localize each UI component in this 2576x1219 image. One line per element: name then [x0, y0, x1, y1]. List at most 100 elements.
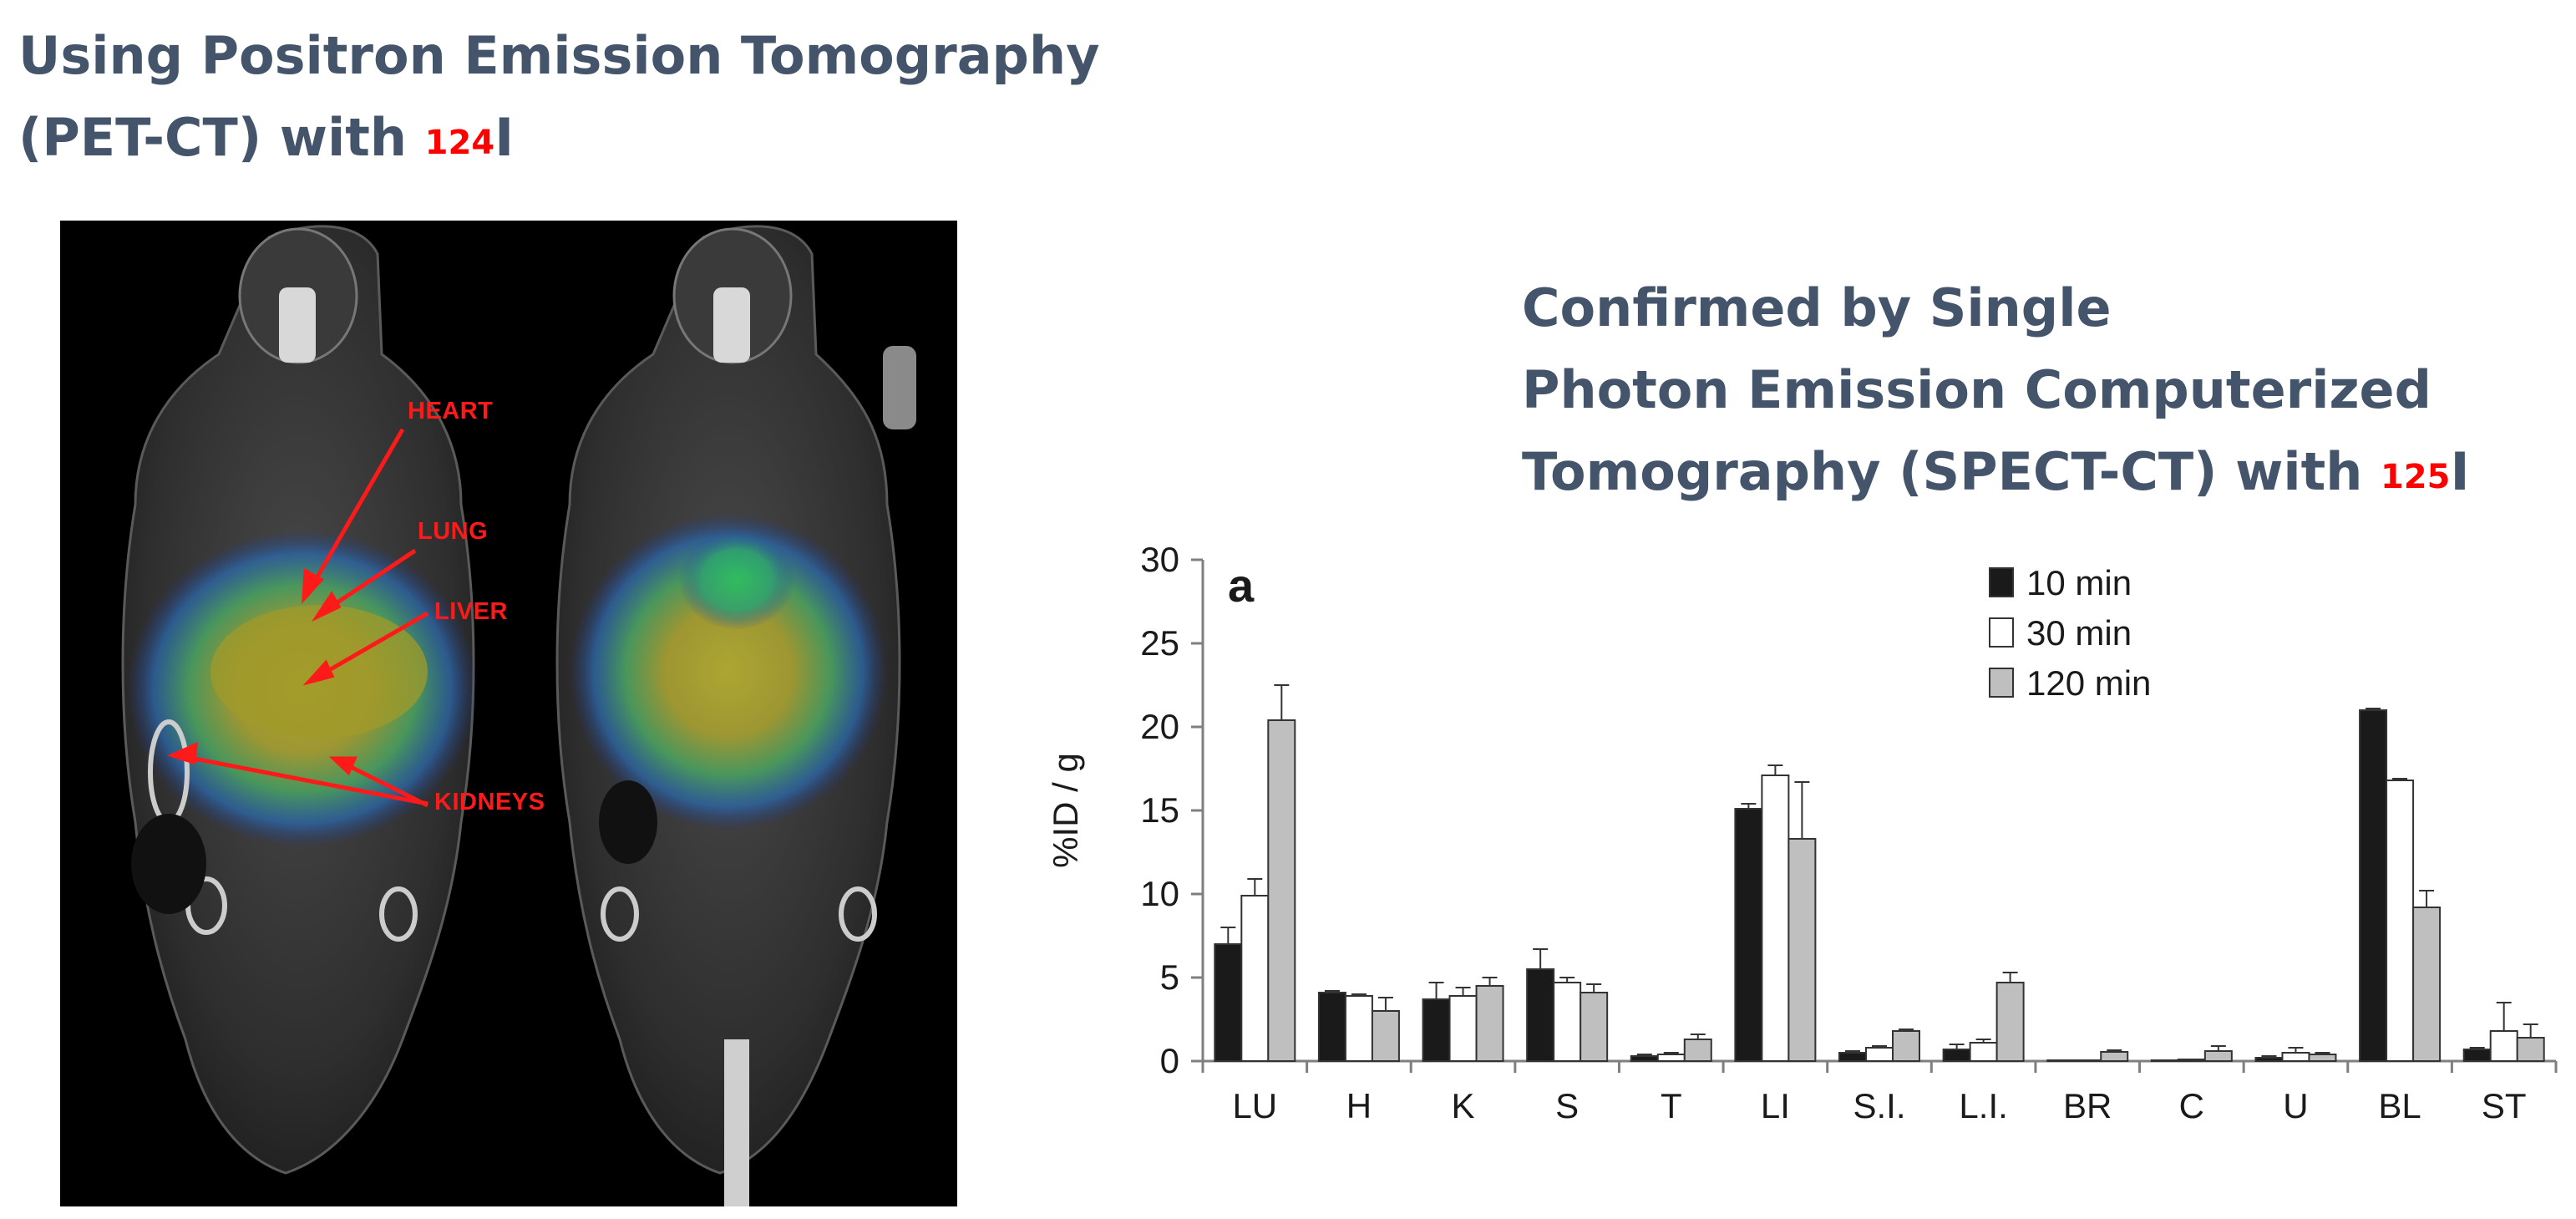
title-right-line2: Photon Emission Computerized [1522, 359, 2431, 420]
x-tick-label-LU: LU [1232, 1086, 1277, 1125]
bar-T-120min [1683, 1039, 1712, 1062]
y-tick-label-30: 30 [1140, 540, 1179, 579]
arrow-kidney-2 [342, 761, 429, 808]
bar-K-120min [1475, 985, 1504, 1062]
y-axis-label: %ID / g [1046, 753, 1085, 868]
bar-LI-120min [1787, 838, 1817, 1062]
bar-U-30min [2281, 1052, 2310, 1062]
mouse-left-bone-2 [379, 886, 418, 942]
bar-K-30min [1448, 995, 1478, 1062]
arrow-kidney-1 [185, 754, 428, 806]
legend-label-30min: 30 min [2026, 613, 2132, 653]
page-title-right: Confirmed by Single Photon Emission Comp… [1522, 267, 2470, 513]
panel-label: a [1228, 559, 1255, 612]
bar-BR-120min [2100, 1051, 2129, 1062]
x-tick-label-LI: LI [1761, 1086, 1790, 1125]
bar-BR-30min [2073, 1059, 2102, 1062]
label-lung: LUNG [418, 518, 489, 545]
bar-BR-10min [2046, 1059, 2076, 1062]
mouse-right-uptake-torso [570, 513, 887, 830]
label-liver: LIVER [434, 598, 508, 625]
arrow-kidney-2-head [328, 756, 357, 776]
page-title-left: Using Positron Emission Tomography (PET-… [18, 15, 1100, 179]
title-left-line2-text: (PET-CT) with [18, 107, 425, 168]
bar-T-30min [1656, 1054, 1686, 1062]
bar-LU-10min [1214, 943, 1243, 1062]
bar-C-10min [2150, 1059, 2179, 1062]
isotope-mass-125: 125 [2380, 458, 2451, 496]
isotope-mass-124: 124 [424, 124, 495, 162]
bar-LU-30min [1240, 895, 1270, 1062]
bar-ST-30min [2489, 1030, 2518, 1062]
title-right-line3: Tomography (SPECT-CT) with 125I [1522, 431, 2470, 513]
mouse-right-tail-bone [724, 1039, 749, 1206]
y-tick-label-15: 15 [1140, 790, 1179, 830]
y-tick-label-25: 25 [1140, 623, 1179, 663]
title-right-line1: Confirmed by Single [1522, 277, 2112, 338]
arrow-lung [326, 548, 417, 612]
x-tick-label-K: K [1452, 1086, 1475, 1125]
x-tick-label-T: T [1661, 1086, 1682, 1125]
label-kidneys: KIDNEYS [434, 789, 545, 815]
bar-L.I.-120min [1995, 982, 2025, 1062]
x-tick-label-U: U [2283, 1086, 2308, 1125]
mouse-right-dark-pocket [599, 780, 657, 864]
bar-H-120min [1371, 1010, 1400, 1062]
title-left-line1: Using Positron Emission Tomography [18, 25, 1100, 86]
arrow-heart [308, 428, 405, 590]
legend-label-120min: 120 min [2026, 663, 2151, 703]
bar-H-10min [1317, 992, 1346, 1062]
x-tick-label-C: C [2179, 1086, 2204, 1125]
bar-T-10min [1630, 1055, 1659, 1062]
x-tick-label-L.I.: L.I. [1959, 1086, 2007, 1125]
mouse-right-spine-bone [713, 287, 750, 363]
arrow-liver-head [302, 659, 335, 686]
bar-ST-10min [2462, 1049, 2492, 1062]
bar-S-30min [1553, 982, 1582, 1062]
bar-ST-120min [2516, 1037, 2545, 1062]
x-tick-label-BR: BR [2063, 1086, 2112, 1125]
bar-S.I.-10min [1838, 1052, 1867, 1062]
bar-S-10min [1526, 968, 1555, 1062]
mouse-right-uptake-heart [678, 530, 795, 630]
bar-S-120min [1580, 992, 1609, 1062]
bar-L.I.-30min [1969, 1042, 1998, 1062]
arrow-lung-head [312, 591, 342, 622]
title-right-line3-text: Tomography (SPECT-CT) with [1522, 441, 2381, 502]
bar-H-30min [1344, 995, 1373, 1062]
arrow-heart-head [302, 567, 324, 604]
bar-L.I.-10min [1942, 1049, 1971, 1062]
bar-S.I.-120min [1892, 1030, 1920, 1062]
pet-ct-scan-illustration [121, 225, 916, 1206]
title-left-line2: (PET-CT) with 124I [18, 97, 1100, 179]
bar-C-30min [2177, 1059, 2206, 1062]
bar-BL-120min [2412, 907, 2442, 1062]
mouse-left-spine-bone [279, 287, 316, 363]
isotope-symbol-right: I [2450, 441, 2470, 502]
x-tick-label-S.I.: S.I. [1853, 1086, 1905, 1125]
bar-LU-120min [1267, 719, 1296, 1062]
mouse-right-bone-1 [839, 886, 877, 942]
bar-C-120min [2203, 1050, 2233, 1062]
bar-U-10min [2254, 1057, 2284, 1062]
annotation-arrows [166, 428, 429, 808]
bar-BL-30min [2386, 780, 2415, 1062]
mouse-right-paw [883, 346, 916, 429]
bar-LI-10min [1734, 808, 1763, 1062]
legend-swatch-10min [1989, 567, 2014, 597]
arrow-liver [317, 611, 429, 678]
isotope-symbol-left: I [494, 107, 515, 168]
x-tick-label-ST: ST [2482, 1086, 2527, 1125]
y-tick-label-10: 10 [1140, 874, 1179, 913]
bar-BL-10min [2359, 709, 2388, 1062]
x-tick-label-H: H [1346, 1086, 1372, 1125]
mouse-right-bone-2 [601, 886, 639, 942]
x-tick-label-S: S [1555, 1086, 1579, 1125]
pet-ct-image: HEART LUNG LIVER KIDNEYS [60, 221, 957, 1206]
legend-label-10min: 10 min [2026, 563, 2132, 602]
bar-S.I.-30min [1865, 1047, 1894, 1062]
mouse-left-dark-pocket [131, 814, 206, 914]
label-heart: HEART [408, 398, 494, 424]
y-tick-label-5: 5 [1160, 957, 1179, 997]
